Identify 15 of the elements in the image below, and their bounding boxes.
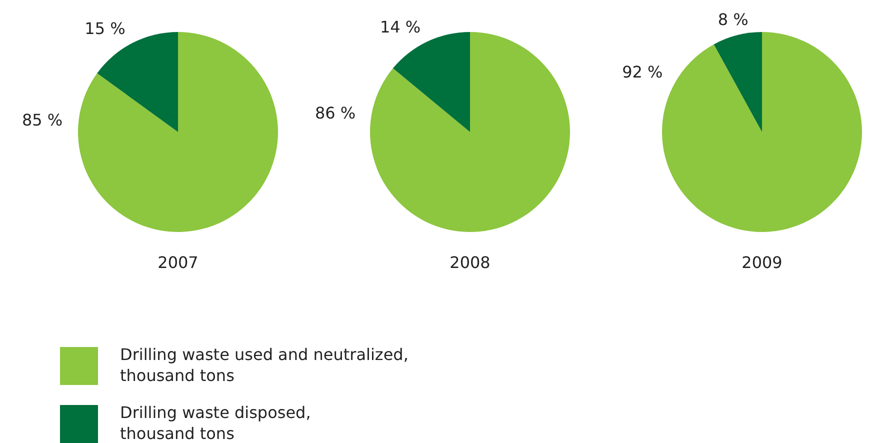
data-label: 85 %: [22, 110, 63, 130]
pie-slice: [392, 32, 470, 132]
data-label: 92 %: [622, 62, 663, 82]
data-label: 15 %: [84, 19, 126, 38]
text: 2007: [158, 253, 198, 272]
text: 2009: [742, 253, 782, 272]
pie-slice: [714, 32, 762, 132]
legend-label: Drilling waste disposed, thousand tons: [120, 403, 311, 443]
data-label: 14 %: [380, 18, 421, 37]
text: 2008: [450, 253, 490, 272]
legend-label: Drilling waste used and neutralized, thousand tons: [120, 345, 408, 385]
pie-slice: [662, 32, 862, 232]
data-label: 8 %: [718, 10, 748, 30]
data-label: 86 %: [314, 103, 356, 122]
pie-slice: [370, 32, 570, 232]
